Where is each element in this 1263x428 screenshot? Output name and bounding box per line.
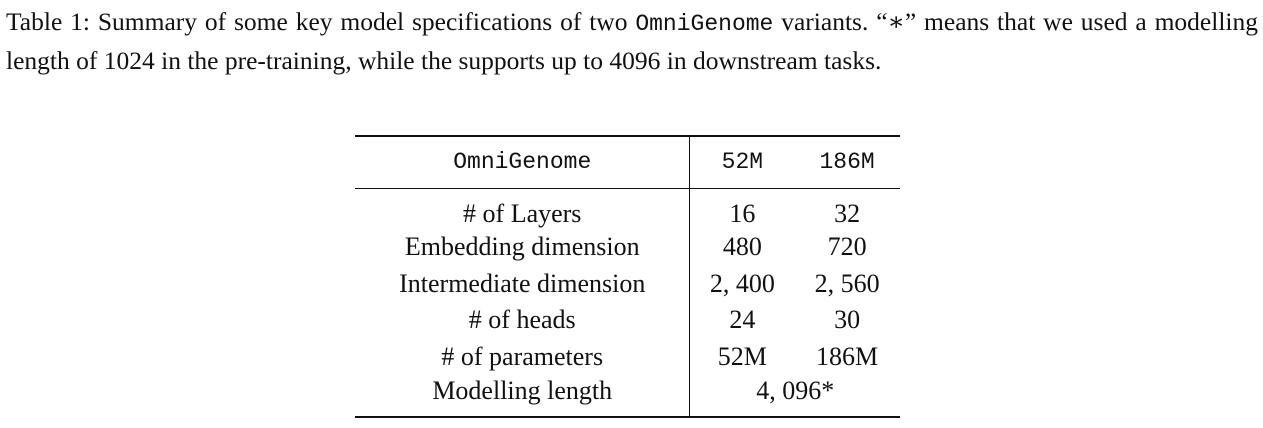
spec-table: OmniGenome 52M 186M # of Layers 16 32 Em… [355,135,900,418]
caption-text-after: variants. “∗” means that we used a model… [6,7,1258,75]
table-row-last: Modelling length 4, 096* [355,375,900,418]
caption-text-before: Summary of some key model specifications… [89,7,636,36]
row-value-52m: 24 [729,305,756,335]
row-label: Embedding dimension [355,228,691,266]
row-label: Intermediate dimension [355,265,691,303]
header-186m: 186M [794,135,900,189]
table-row: Intermediate dimension 2, 400 2, 560 [355,265,900,303]
row-value-52m: 2, 400 [709,268,775,298]
row-value-186m: 2, 560 [814,268,880,298]
table-row: # of parameters 52M 186M [355,338,900,376]
row-value-186m: 720 [827,231,867,261]
header-model: OmniGenome [355,135,691,189]
table-row: Embedding dimension 480 720 [355,228,900,266]
spec-table-container: OmniGenome 52M 186M # of Layers 16 32 Em… [355,135,900,418]
row-value-186m: 32 [834,198,861,228]
row-value-shared: 4, 096* [689,375,900,418]
row-value-52m: 16 [729,198,756,228]
row-value-52m: 480 [722,231,762,261]
row-value-52m: 52M [717,342,767,372]
row-label: # of heads [355,302,691,339]
table-row: # of heads 24 30 [355,302,900,339]
caption-label: Table 1: [6,7,90,36]
row-value-186m: 30 [834,305,861,335]
row-label: # of parameters [355,338,691,376]
header-52m: 52M [689,135,795,189]
row-label: Modelling length [355,375,691,418]
row-label: # of Layers [355,188,691,229]
table-row: # of Layers 16 32 [355,188,900,229]
caption-model-name: OmniGenome [635,11,774,37]
row-value-186m: 186M [816,342,879,372]
table-caption: Table 1: Summary of some key model speci… [6,4,1258,78]
table-header-row: OmniGenome 52M 186M [355,135,900,189]
